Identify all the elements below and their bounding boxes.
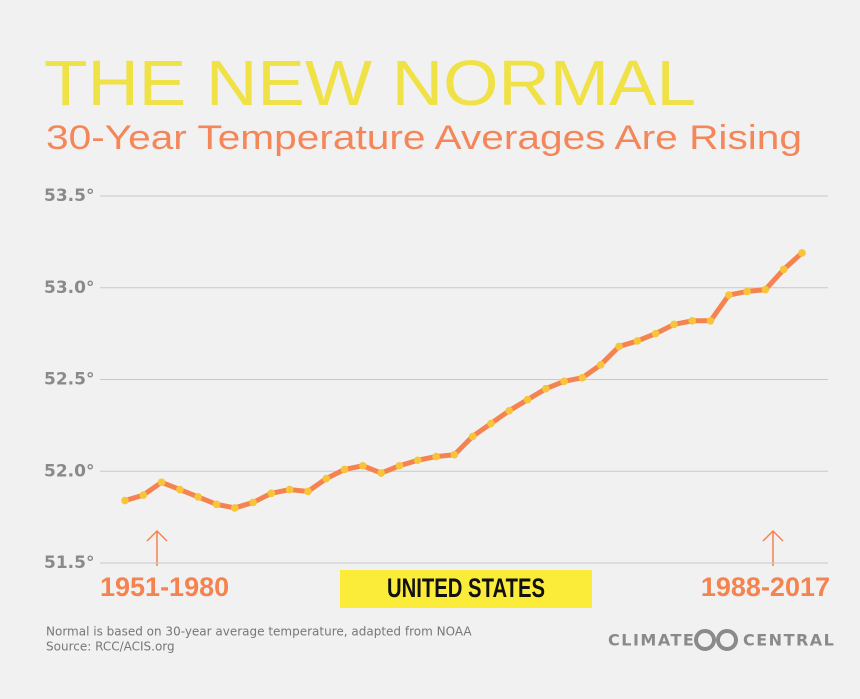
- point: [688, 316, 697, 325]
- arrows: [146, 529, 784, 566]
- region-box: [340, 570, 592, 608]
- point: [706, 316, 715, 325]
- point: [304, 487, 312, 496]
- x-tick-label: 1988-2017: [701, 572, 830, 602]
- logo-text: CENTRAL: [743, 631, 835, 650]
- point: [249, 498, 257, 507]
- x-tick-label: 1951-1980: [100, 572, 229, 602]
- point: [505, 406, 514, 415]
- point: [322, 474, 331, 483]
- point: [560, 377, 568, 386]
- y-tick-label: 52.5°: [44, 370, 94, 390]
- point: [468, 432, 477, 441]
- point: [578, 373, 587, 382]
- point: [615, 342, 623, 351]
- y-tick-label: 52.0°: [44, 461, 94, 481]
- point: [212, 500, 221, 509]
- point: [340, 465, 349, 474]
- logo-ring: [716, 629, 738, 651]
- point: [432, 452, 440, 461]
- point: [523, 395, 532, 404]
- point: [798, 249, 806, 257]
- point: [267, 489, 276, 498]
- logo-text: CLIMATE: [608, 631, 695, 650]
- logo-ring: [694, 629, 716, 651]
- point: [230, 504, 239, 512]
- point: [139, 491, 148, 499]
- arrow-end: [762, 529, 784, 566]
- point: [633, 337, 642, 345]
- y-tick-label: 53.5°: [44, 186, 94, 206]
- point: [761, 285, 770, 294]
- logo-icon: [694, 629, 738, 651]
- y-tick-label: 53.0°: [44, 278, 94, 298]
- point: [176, 485, 184, 494]
- point: [450, 450, 459, 459]
- point: [542, 384, 550, 393]
- source: Source: RCC/ACIS.org: [46, 640, 175, 654]
- chart-title: THE NEW NORMAL: [44, 47, 696, 119]
- point: [413, 456, 422, 465]
- point: [157, 478, 166, 487]
- point: [377, 469, 385, 477]
- region-label: UNITED STATES: [387, 573, 545, 603]
- note: Normal is based on 30-year average tempe…: [46, 625, 472, 639]
- y-tick-label: 51.5°: [44, 553, 94, 573]
- point: [285, 485, 294, 494]
- point: [651, 329, 660, 338]
- point: [670, 320, 678, 329]
- point: [725, 291, 733, 299]
- point: [395, 461, 404, 470]
- point: [121, 496, 129, 505]
- point: [743, 287, 751, 296]
- point: [596, 361, 605, 369]
- point: [359, 461, 367, 470]
- point: [487, 419, 495, 428]
- arrow-start: [146, 529, 168, 566]
- point: [194, 493, 202, 501]
- chart-subtitle: 30-Year Temperature Averages Are Rising: [46, 119, 802, 157]
- point: [779, 265, 788, 274]
